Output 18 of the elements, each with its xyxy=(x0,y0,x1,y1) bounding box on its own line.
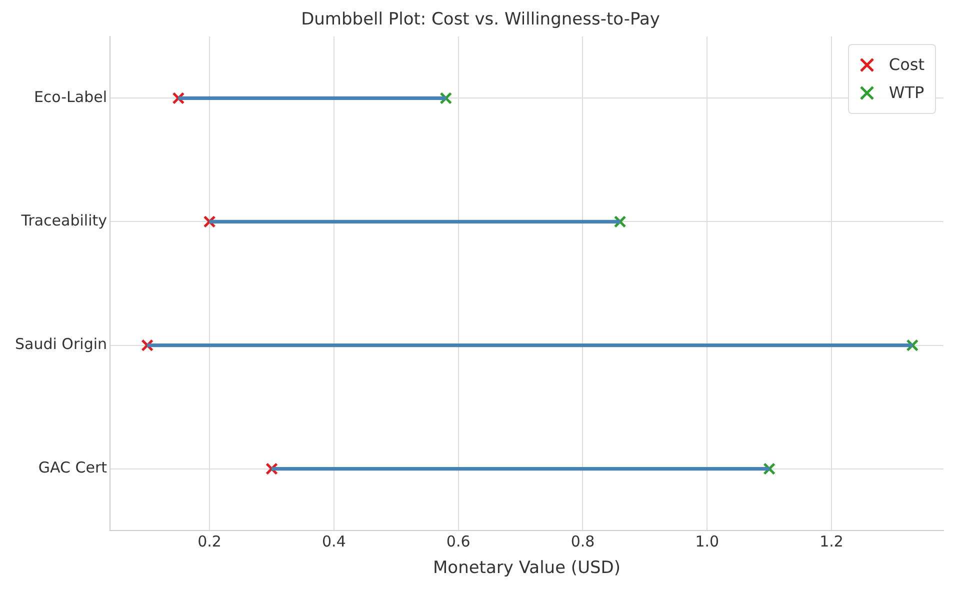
y-tick-label: Eco-Label xyxy=(34,88,108,106)
legend-label: Cost xyxy=(888,54,924,76)
bar xyxy=(271,466,770,471)
x-tick-label: 0.6 xyxy=(446,532,470,550)
x-tick-label: 1.0 xyxy=(695,532,720,550)
y-tick-label: GAC Cert xyxy=(38,458,108,477)
chart-title: Dumbbell Plot: Cost vs. Willingness-to-Pay xyxy=(301,10,660,30)
bar xyxy=(178,96,446,100)
x-tick-label: 0.2 xyxy=(198,532,222,550)
bar xyxy=(209,220,620,224)
legend-label: WTP xyxy=(888,82,924,104)
x-axis-title: Monetary Value (USD) xyxy=(433,558,621,578)
x-tick-label: 1.2 xyxy=(820,532,844,550)
y-tick-label: Traceability xyxy=(20,212,108,230)
y-tick-label: Saudi Origin xyxy=(15,335,108,354)
x-tick-label: 0.4 xyxy=(322,532,346,550)
bar xyxy=(147,343,913,348)
x-tick-label: 0.8 xyxy=(570,532,595,550)
